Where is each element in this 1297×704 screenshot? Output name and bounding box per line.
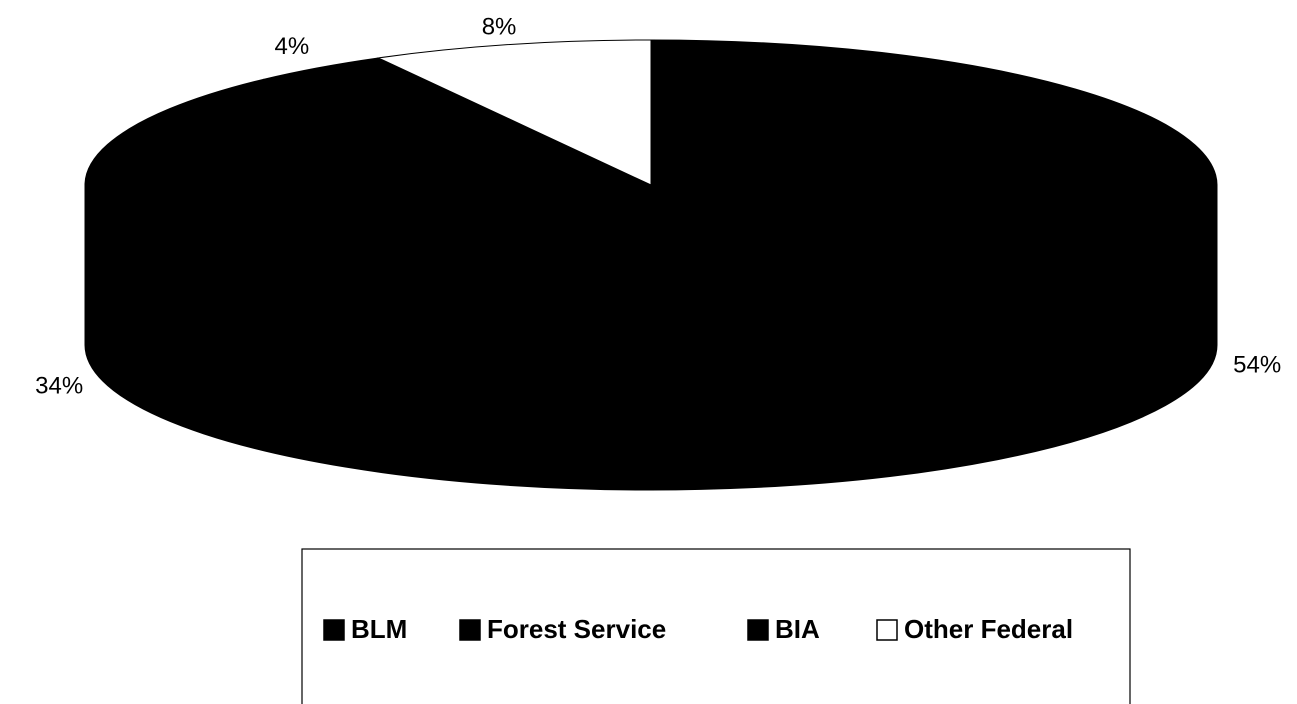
data-labels: 54% 34% 4% 8% xyxy=(35,13,1281,399)
pie-slice-other-federal xyxy=(376,39,652,186)
legend-swatch xyxy=(876,619,898,641)
legend-label: Other Federal xyxy=(904,614,1073,644)
pie-slice-blm xyxy=(509,39,1218,331)
data-label-other-federal: 8% xyxy=(482,13,517,40)
legend-item-blm: BLM xyxy=(323,614,407,644)
legend-label: Forest Service xyxy=(487,614,666,644)
pie-slice-forest-service xyxy=(84,78,652,326)
legend-swatch xyxy=(747,619,769,641)
data-label-forest-service: 34% xyxy=(35,373,83,400)
legend-box xyxy=(301,548,1131,704)
legend-item-other-federal: Other Federal xyxy=(876,614,1073,644)
legend-item-bia: BIA xyxy=(747,614,820,644)
legend: BLM Forest Service BIA Other Federal xyxy=(301,548,1131,704)
legend-label: BIA xyxy=(775,614,820,644)
legend-label: BLM xyxy=(351,614,407,644)
legend-swatch xyxy=(323,619,345,641)
data-label-bia: 4% xyxy=(275,33,310,60)
data-label-blm: 54% xyxy=(1233,352,1281,379)
pie-top-face xyxy=(84,39,1218,331)
legend-item-forest-service: Forest Service xyxy=(459,614,666,644)
legend-swatch xyxy=(459,619,481,641)
legend-items: BLM Forest Service BIA Other Federal xyxy=(323,614,1073,644)
